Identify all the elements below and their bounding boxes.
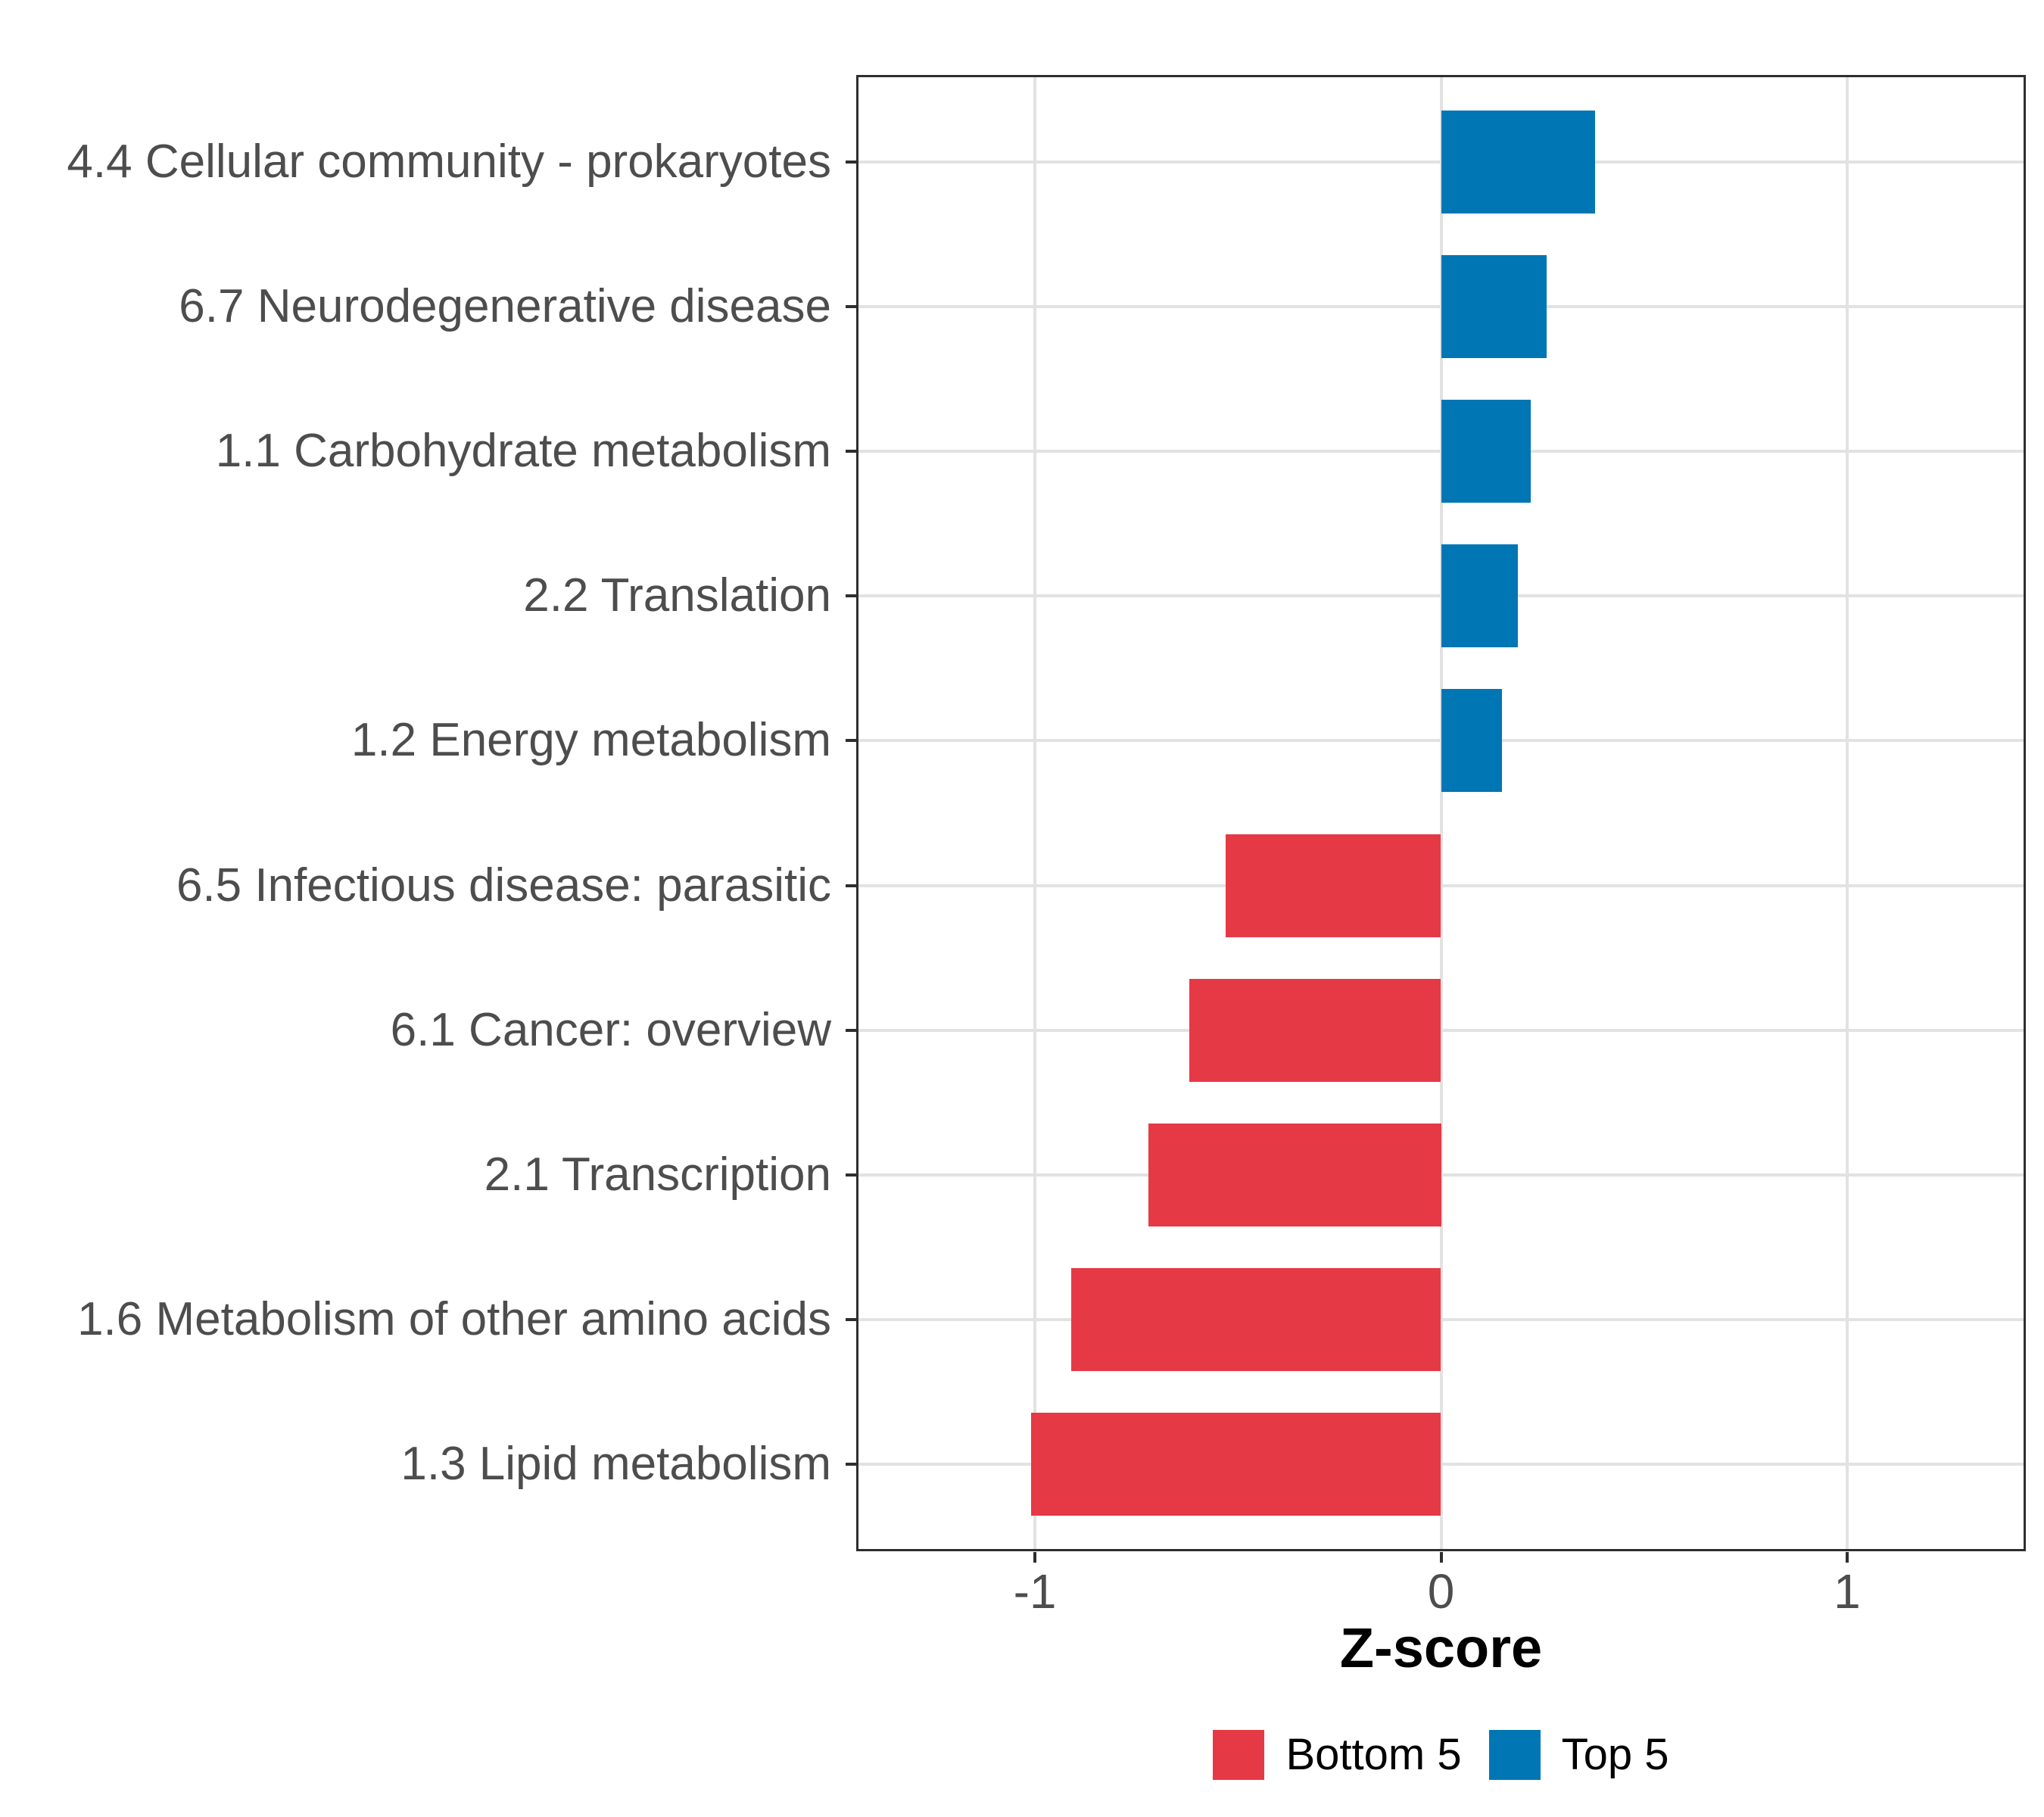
- bar-bottom-5: [1030, 1413, 1441, 1516]
- y-axis-tick: [846, 1463, 856, 1466]
- legend-label: Bottom 5: [1285, 1730, 1462, 1779]
- plot-panel: [856, 75, 2026, 1551]
- y-axis-tick: [846, 304, 856, 308]
- y-axis-tick: [846, 739, 856, 743]
- legend-item: Top 5: [1488, 1730, 1669, 1780]
- x-axis-tick-label: 0: [1427, 1564, 1455, 1619]
- bar-bottom-5: [1148, 1123, 1441, 1226]
- y-axis-label: 1.6 Metabolism of other amino acids: [77, 1293, 831, 1346]
- y-axis-label: 1.1 Carbohydrate metabolism: [215, 425, 831, 478]
- bar-top-5: [1441, 400, 1531, 503]
- x-axis-tick: [1439, 1552, 1443, 1563]
- bar-top-5: [1441, 110, 1596, 213]
- legend: Bottom 5 Top 5: [856, 1730, 2026, 1780]
- y-axis-label: 1.2 Energy metabolism: [351, 714, 831, 767]
- x-axis-title: Z-score: [1339, 1616, 1543, 1679]
- x-axis-tick: [1845, 1552, 1849, 1563]
- legend-label: Top 5: [1561, 1730, 1669, 1779]
- legend-swatch-top-5: [1488, 1730, 1541, 1780]
- y-axis-label: 6.7 Neurodegenerative disease: [179, 279, 831, 332]
- gridline-horizontal: [856, 884, 2026, 887]
- legend-item: Bottom 5: [1213, 1730, 1462, 1780]
- y-axis-tick: [846, 1028, 856, 1032]
- gridline-horizontal: [856, 1173, 2026, 1177]
- y-axis-label: 6.5 Infectious disease: parasitic: [176, 859, 831, 912]
- bar-top-5: [1441, 254, 1547, 358]
- gridline-vertical: [1439, 75, 1443, 1551]
- bar-top-5: [1441, 689, 1502, 793]
- bar-bottom-5: [1071, 1268, 1441, 1372]
- x-axis-tick-label: 1: [1834, 1564, 1861, 1619]
- y-axis-label: 2.2 Translation: [523, 569, 831, 622]
- y-axis-label: 6.1 Cancer: overview: [390, 1003, 831, 1056]
- gridline-vertical: [1033, 75, 1037, 1551]
- y-axis-tick: [846, 884, 856, 887]
- y-axis-label: 1.3 Lipid metabolism: [400, 1438, 831, 1491]
- bar-top-5: [1441, 544, 1519, 648]
- y-axis-tick: [846, 1173, 856, 1177]
- gridline-horizontal: [856, 1028, 2026, 1032]
- legend-swatch-bottom-5: [1213, 1730, 1265, 1780]
- x-axis-tick-label: -1: [1013, 1564, 1057, 1619]
- y-axis-label: 4.4 Cellular community - prokaryotes: [67, 135, 831, 188]
- x-axis-tick: [1033, 1552, 1037, 1563]
- y-axis-label: 2.1 Transcription: [484, 1148, 831, 1201]
- y-axis-tick: [846, 1318, 856, 1322]
- gridline-horizontal: [856, 1318, 2026, 1322]
- y-axis-tick: [846, 160, 856, 164]
- bar-bottom-5: [1226, 834, 1441, 937]
- y-axis-tick: [846, 594, 856, 598]
- gridline-horizontal: [856, 1463, 2026, 1466]
- gridline-vertical: [1845, 75, 1849, 1551]
- bar-bottom-5: [1189, 978, 1441, 1082]
- y-axis-tick: [846, 450, 856, 453]
